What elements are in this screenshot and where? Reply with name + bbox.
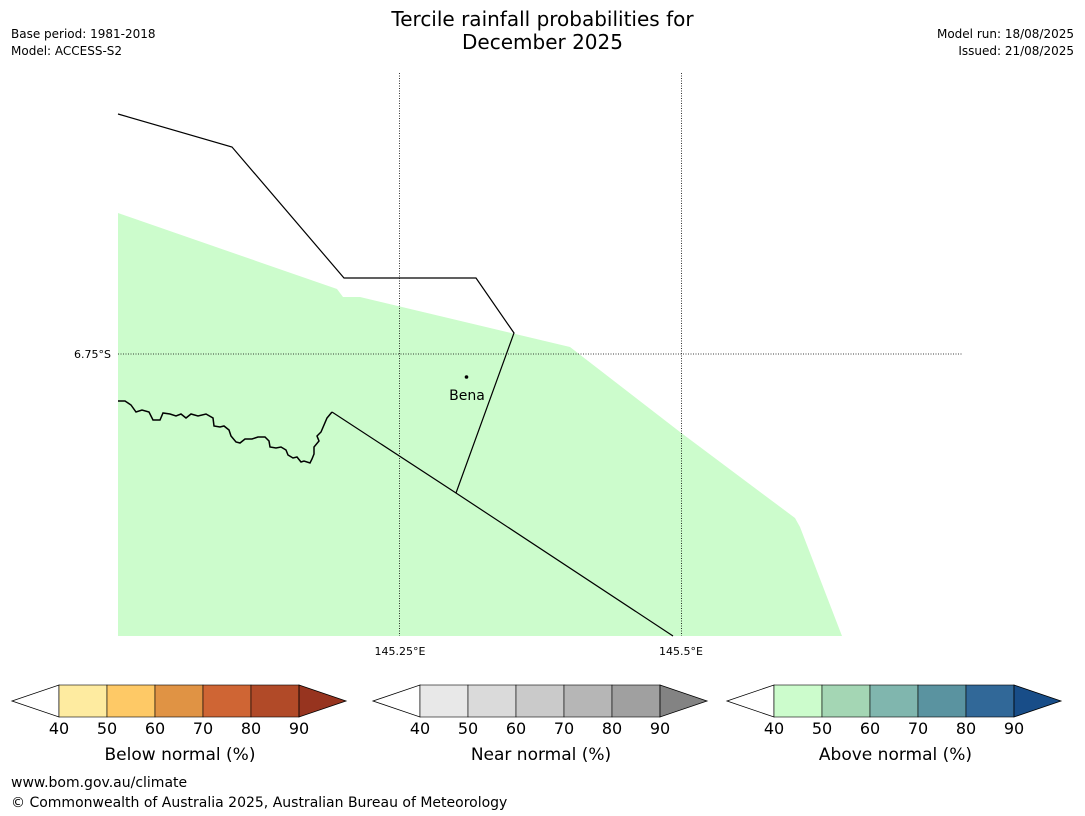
colorbar-below-tick-label: 80 [241, 719, 261, 738]
colorbar-near-segment [515, 684, 565, 718]
colorbar-near-segment [419, 684, 469, 718]
colorbar-below-tick-label: 60 [145, 719, 165, 738]
colorbar-below-segment [58, 684, 108, 718]
longitude-label-1: 145.25°E [375, 645, 426, 658]
colorbar-below-tick-label: 50 [97, 719, 117, 738]
town-label: Bena [449, 388, 485, 404]
boundary-line-north [117, 113, 515, 494]
colorbar-below-tick-label: 40 [49, 719, 69, 738]
title-line-2: December 2025 [462, 30, 623, 54]
colorbar-below-segment [202, 684, 252, 718]
colorbar-label-below: Below normal (%) [104, 745, 256, 765]
colorbar-near-segment [467, 684, 517, 718]
colorbar-near-tick-label: 70 [554, 719, 574, 738]
title-line-1: Tercile rainfall probabilities for [391, 7, 694, 31]
colorbar-below-tick-label: 70 [193, 719, 213, 738]
colorbar-above-segment [821, 684, 871, 718]
colorbar-above-segment [869, 684, 919, 718]
colorbar-below-segment [154, 684, 204, 718]
base-period: Base period: 1981-2018 [11, 27, 156, 41]
colorbar-near-under-triangle [371, 684, 421, 718]
colorbar-above-tick-label: 90 [1004, 719, 1024, 738]
colorbar-near-segment [563, 684, 613, 718]
colorbar-near-tick-label: 40 [410, 719, 430, 738]
metadata-right: Model run: 18/08/2025 Issued: 21/08/2025 [937, 26, 1074, 60]
colorbar-above-segment [917, 684, 967, 718]
colorbar-near-over-triangle [659, 684, 709, 718]
map-title: Tercile rainfall probabilities for Decem… [0, 8, 1085, 54]
river-line [118, 400, 333, 464]
probability-fill-region [118, 213, 842, 636]
colorbar-above-tick-label: 60 [860, 719, 880, 738]
colorbar-below-segment [106, 684, 156, 718]
footer-copyright: © Commonwealth of Australia 2025, Austra… [11, 795, 508, 811]
colorbar-label-above: Above normal (%) [818, 745, 973, 765]
colorbar-above-tick-label: 50 [812, 719, 832, 738]
colorbar-below-over-triangle [298, 684, 348, 718]
colorbar-above-tick-label: 40 [764, 719, 784, 738]
colorbar-above-tick-label: 80 [956, 719, 976, 738]
town-marker [464, 375, 469, 379]
footer-url: www.bom.gov.au/climate [11, 775, 188, 791]
colorbar-above-over-triangle [1013, 684, 1063, 718]
colorbar-above-segment [965, 684, 1015, 718]
metadata-left: Base period: 1981-2018 Model: ACCESS-S2 [11, 26, 156, 60]
boundary-line-south [331, 411, 674, 637]
colorbar-below-under-triangle [10, 684, 60, 718]
colorbar-below-tick-label: 90 [289, 719, 309, 738]
longitude-label-2: 145.5°E [659, 645, 703, 658]
colorbar-below-segment [250, 684, 300, 718]
colorbar-near-tick-label: 50 [458, 719, 478, 738]
colorbar-near-tick-label: 90 [650, 719, 670, 738]
colorbar-near-tick-label: 60 [506, 719, 526, 738]
colorbar-legends: 40 50 60 70 80 90 40 50 60 70 80 90 40 50 60 70 80 90 [10, 684, 1063, 738]
colorbar-near-tick-label: 80 [602, 719, 622, 738]
latitude-label: 6.75°S [74, 348, 111, 361]
colorbar-above-segment [773, 684, 823, 718]
colorbar-label-near: Near normal (%) [470, 745, 612, 765]
model-run: Model run: 18/08/2025 [936, 27, 1074, 41]
colorbar-above-under-triangle [725, 684, 775, 718]
issued-date: Issued: 21/08/2025 [958, 44, 1074, 58]
colorbar-near-segment [611, 684, 661, 718]
model-name: Model: ACCESS-S2 [11, 44, 123, 58]
colorbar-above-tick-label: 70 [908, 719, 928, 738]
